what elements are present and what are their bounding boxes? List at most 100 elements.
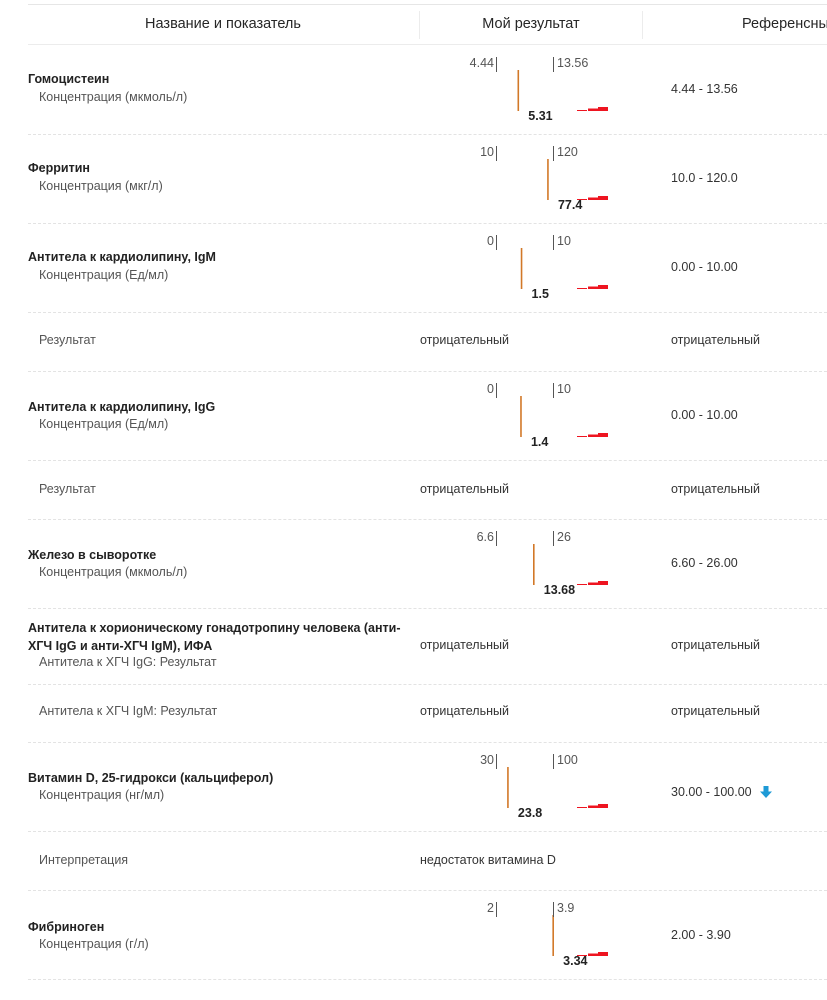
row-divider <box>28 312 827 313</box>
gauge-segment <box>588 197 598 200</box>
range-high-label: 10 <box>557 382 571 396</box>
test-parameter: Концентрация (мкмоль/л) <box>39 90 188 104</box>
table-row: Витамин D, 25-гидрокси (кальциферол) Кон… <box>0 742 827 831</box>
gauge-segment <box>577 807 587 808</box>
result-gauge: 6.6 26 13.68 <box>420 529 620 599</box>
gauge-segment <box>577 199 587 200</box>
row-divider <box>28 742 827 743</box>
column-divider <box>642 11 643 39</box>
result-value: 13.68 <box>543 583 576 597</box>
test-parameter: Концентрация (Ед/мл) <box>39 268 169 282</box>
column-header-result: Мой результат <box>482 16 580 32</box>
test-name: Антитела к кардиолипину, IgG <box>28 400 216 414</box>
range-high-tick <box>553 754 554 769</box>
gauge-segment <box>598 107 608 111</box>
table-row: Антитела к кардиолипину, IgM Концентраци… <box>0 223 827 312</box>
gauge-segment <box>577 584 587 585</box>
test-parameter: Антитела к ХГЧ IgG: Результат <box>39 655 217 669</box>
table-header: Название и показатель Мой результат Рефе… <box>0 5 827 45</box>
test-parameter: Концентрация (нг/мл) <box>39 788 165 802</box>
gauge-segment <box>598 285 608 289</box>
gauge-bars <box>517 70 608 111</box>
test-name: Ферритин <box>28 161 90 175</box>
range-low-label: 2 <box>487 901 494 915</box>
gauge-segment <box>588 582 598 585</box>
gauge-bars <box>547 159 608 200</box>
row-divider <box>28 979 827 980</box>
range-low-label: 0 <box>487 382 494 396</box>
gauge-bars <box>533 544 608 585</box>
result-value: 77.4 <box>557 198 583 212</box>
gauge-segment <box>598 433 608 437</box>
gauge-segment <box>598 196 608 200</box>
range-low-tick <box>496 754 497 769</box>
gauge-segment <box>588 286 598 289</box>
column-divider <box>419 11 420 39</box>
gauge-segment <box>588 434 598 437</box>
gauge-segment <box>598 581 608 585</box>
reference-range: отрицательный <box>671 704 760 718</box>
column-header-name: Название и показатель <box>145 16 301 32</box>
reference-range: 0.00 - 10.00 <box>671 408 738 422</box>
reference-range: отрицательный <box>671 638 760 652</box>
result-value: 1.5 <box>531 287 549 301</box>
table-row: Интерпретация недостаток витамина D <box>0 831 827 890</box>
gauge-segment <box>588 108 598 111</box>
reference-range: 10.0 - 120.0 <box>671 171 738 185</box>
result-gauge: 30 100 23.8 <box>420 752 620 822</box>
range-high-label: 10 <box>557 234 571 248</box>
gauge-segment <box>577 110 587 111</box>
range-low-tick <box>496 57 497 72</box>
row-divider <box>28 460 827 461</box>
table-row: Антитела к ХГЧ IgM: Результат отрицатель… <box>0 684 827 742</box>
result-value: недостаток витамина D <box>420 853 556 867</box>
range-low-tick <box>496 531 497 546</box>
range-high-tick <box>553 57 554 72</box>
gauge-segment <box>598 804 608 808</box>
row-divider <box>28 684 827 685</box>
test-name: Антитела к хорионическому гонадотропину … <box>28 621 401 653</box>
table-row: Результат отрицательный отрицательный <box>0 460 827 519</box>
table-row: Результат отрицательный отрицательный <box>0 312 827 371</box>
result-gauge: 0 10 1.5 <box>420 233 620 303</box>
gauge-segment <box>588 953 598 956</box>
reference-range: 6.60 - 26.00 <box>671 556 738 570</box>
table-top-border <box>28 4 827 5</box>
gauge-segment <box>598 952 608 956</box>
result-value: 23.8 <box>517 806 543 820</box>
test-parameter: Концентрация (г/л) <box>39 937 149 951</box>
range-low-tick <box>496 146 497 161</box>
result-gauge: 4.44 13.56 5.31 <box>420 55 620 125</box>
test-parameter: Интерпретация <box>39 853 129 867</box>
test-name: Железо в сыворотке <box>28 548 157 562</box>
column-header-reference: Референсные <box>742 16 827 32</box>
range-low-label: 6.6 <box>476 530 494 544</box>
header-divider <box>28 44 827 45</box>
range-low-label: 4.44 <box>469 56 494 70</box>
row-divider <box>28 519 827 520</box>
test-name: Гомоцистеин <box>28 72 110 86</box>
range-high-label: 3.9 <box>557 901 575 915</box>
reference-range: отрицательный <box>671 333 760 347</box>
row-divider <box>28 608 827 609</box>
result-value: отрицательный <box>420 638 509 652</box>
reference-range: отрицательный <box>671 482 760 496</box>
range-high-tick <box>553 235 554 250</box>
gauge-segment <box>577 955 587 956</box>
gauge-segment <box>577 288 587 289</box>
table-row: Фибриноген Концентрация (г/л) 2 3.9 3.34 2… <box>0 890 827 979</box>
test-parameter: Результат <box>39 333 96 347</box>
row-divider <box>28 223 827 224</box>
test-parameter: Концентрация (Ед/мл) <box>39 417 169 431</box>
gauge-segment <box>577 436 587 437</box>
test-name: Витамин D, 25-гидрокси (кальциферол) <box>28 771 274 785</box>
gauge-segment <box>588 805 598 808</box>
table-row: Антитела к хорионическому гонадотропину … <box>0 608 827 684</box>
row-divider <box>28 890 827 891</box>
range-low-tick <box>496 383 497 398</box>
gauge-bars <box>520 396 608 437</box>
result-value: 3.34 <box>563 954 588 968</box>
result-value: отрицательный <box>420 704 509 718</box>
result-value: отрицательный <box>420 333 509 347</box>
test-parameter: Концентрация (мкмоль/л) <box>39 565 188 579</box>
